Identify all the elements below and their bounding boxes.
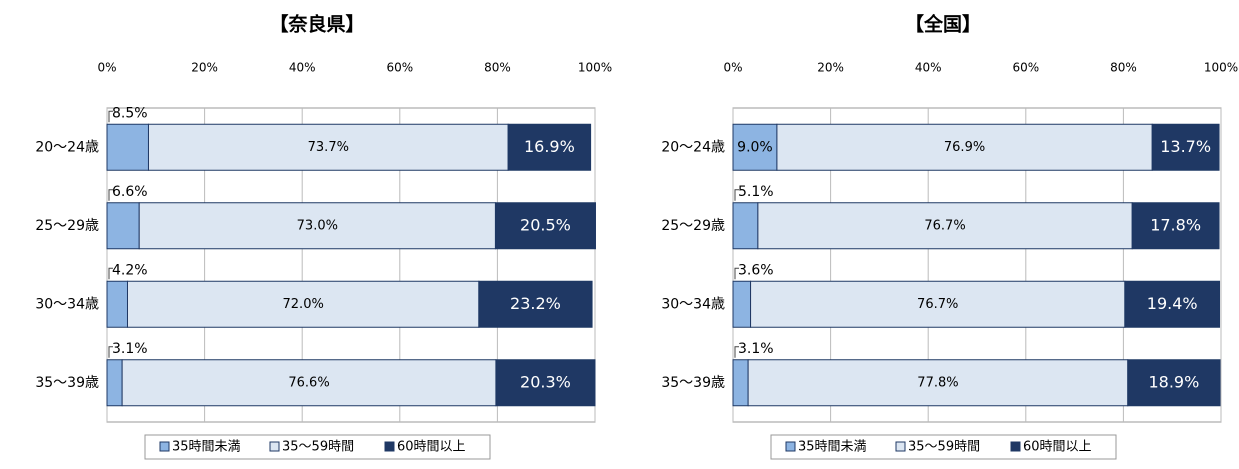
leader-line (734, 267, 739, 280)
bar-segment (106, 280, 128, 328)
bar-segment (478, 280, 593, 328)
bar-segment (732, 123, 778, 171)
data-label: 76.6% (288, 375, 329, 390)
data-label: 19.4% (1147, 294, 1198, 313)
y-tick-label: 25～29歳 (661, 218, 725, 234)
y-tick-label: 35～39歳 (661, 375, 725, 391)
bar-segment (106, 359, 123, 407)
y-tick-label: 20～24歳 (661, 139, 725, 155)
legend-box (770, 434, 1117, 460)
leader-line (108, 346, 113, 358)
x-tick-label: 40% (289, 61, 316, 75)
bar-segment (507, 123, 592, 171)
x-tick-label: 0% (97, 61, 116, 75)
data-label: 6.6% (112, 184, 148, 200)
data-label: 73.0% (297, 218, 338, 233)
leader-line (108, 267, 113, 280)
x-tick-label: 20% (817, 61, 844, 75)
legend-swatch (785, 441, 796, 452)
legend-swatch (159, 441, 170, 452)
bar-segment (495, 359, 596, 407)
legend-box (144, 434, 491, 460)
y-tick-label: 25～29歳 (35, 218, 99, 234)
legend-label: 35～59時間 (908, 440, 980, 455)
bar-segment (747, 359, 1129, 407)
leader-line (108, 110, 113, 123)
bar-segment (147, 123, 509, 171)
bar-segment (757, 202, 1133, 250)
leader-line (734, 189, 739, 201)
data-label: 76.9% (944, 140, 985, 155)
y-tick-label: 30～34歳 (35, 296, 99, 312)
bar-segment (1151, 123, 1220, 171)
x-tick-label: 80% (484, 61, 511, 75)
leader-line (734, 346, 739, 358)
bar-segment (106, 202, 140, 250)
data-label: 16.9% (524, 137, 575, 156)
data-label: 9.0% (737, 139, 773, 155)
x-tick-label: 100% (578, 61, 612, 75)
data-label: 13.7% (1160, 137, 1211, 156)
bar-segment (732, 359, 749, 407)
legend-label: 35時間未満 (172, 440, 241, 455)
data-label: 8.5% (112, 105, 148, 121)
leader-line (108, 189, 113, 201)
data-label: 4.2% (112, 262, 148, 278)
data-label: 3.1% (112, 341, 148, 357)
x-tick-label: 80% (1110, 61, 1137, 75)
x-tick-label: 40% (915, 61, 942, 75)
data-label: 20.5% (520, 215, 571, 234)
bar-segment (750, 280, 1126, 328)
legend-label: 35時間未満 (798, 440, 867, 455)
bar-segment (494, 202, 596, 250)
bar-segment (1131, 202, 1220, 250)
data-label: 23.2% (510, 294, 561, 313)
data-label: 5.1% (738, 184, 774, 200)
bar-segment (1124, 280, 1221, 328)
x-tick-label: 0% (723, 61, 742, 75)
bar-segment (126, 280, 480, 328)
data-label: 20.3% (520, 372, 571, 391)
chart-title: 【全国】 (905, 13, 981, 36)
y-tick-label: 35～39歳 (35, 375, 99, 391)
y-tick-label: 20～24歳 (35, 139, 99, 155)
bar-segment (1127, 359, 1221, 407)
data-label: 76.7% (917, 297, 958, 312)
legend-label: 60時間以上 (397, 440, 466, 455)
data-label: 76.7% (924, 218, 965, 233)
bar-segment (106, 123, 149, 171)
legend-swatch (1010, 441, 1021, 452)
data-label: 3.1% (738, 341, 774, 357)
legend-swatch (269, 441, 280, 452)
bar-segment (776, 123, 1153, 171)
bar-segment (732, 202, 759, 250)
x-tick-label: 20% (191, 61, 218, 75)
legend-label: 35～59時間 (282, 440, 354, 455)
legend-label: 60時間以上 (1023, 440, 1092, 455)
data-label: 18.9% (1148, 372, 1199, 391)
y-tick-label: 30～34歳 (661, 296, 725, 312)
chart-title: 【奈良県】 (269, 13, 364, 36)
x-tick-label: 100% (1204, 61, 1238, 75)
data-label: 73.7% (308, 140, 349, 155)
legend-swatch (384, 441, 395, 452)
legend-swatch (895, 441, 906, 452)
x-tick-label: 60% (1012, 61, 1039, 75)
bar-segment (138, 202, 496, 250)
data-label: 3.6% (738, 262, 774, 278)
x-tick-label: 60% (386, 61, 413, 75)
data-label: 17.8% (1150, 215, 1201, 234)
data-label: 72.0% (283, 297, 324, 312)
data-label: 77.8% (917, 375, 958, 390)
bar-segment (732, 280, 752, 328)
